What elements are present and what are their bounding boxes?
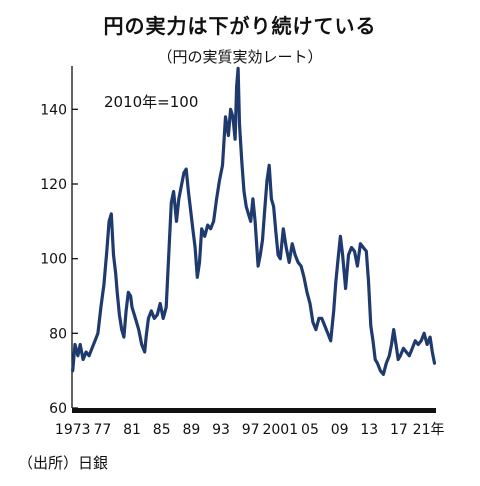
y-tick-label: 60 [49,401,67,417]
x-axis-line [72,408,436,413]
y-tick-label: 80 [49,326,67,342]
source-note: （出所）日銀 [18,454,109,472]
y-tick-label: 140 [40,102,67,118]
y-tick-label: 100 [40,252,67,268]
x-tick-label: 05 [301,422,319,438]
x-tick-label: 2001 [262,422,298,438]
chart-title: 円の実力は下がり続けている [103,14,377,38]
base-year-annotation: 2010年=100 [104,93,198,111]
x-tick-label: 1973 [55,422,91,438]
x-tick-label: 93 [212,422,230,438]
x-axis: 1973 77 81 85 89 93 97 2001 05 09 13 17 21年 [55,408,445,438]
x-tick-label: 85 [153,422,171,438]
chart-subtitle: （円の実質実効レート） [157,48,323,66]
x-tick-label: 17 [390,422,408,438]
x-tick-label: 97 [242,422,260,438]
series-line-real-effective-rate [71,66,437,376]
x-tick-label: 09 [331,422,349,438]
x-tick-label: 13 [360,422,378,438]
y-tick-label: 120 [40,177,67,193]
x-tick-label: 77 [93,422,111,438]
x-tick-label: 21年 [413,422,445,438]
y-axis: 60 80 100 120 140 [40,66,78,417]
x-tick-label: 89 [182,422,200,438]
x-tick-label: 81 [123,422,141,438]
